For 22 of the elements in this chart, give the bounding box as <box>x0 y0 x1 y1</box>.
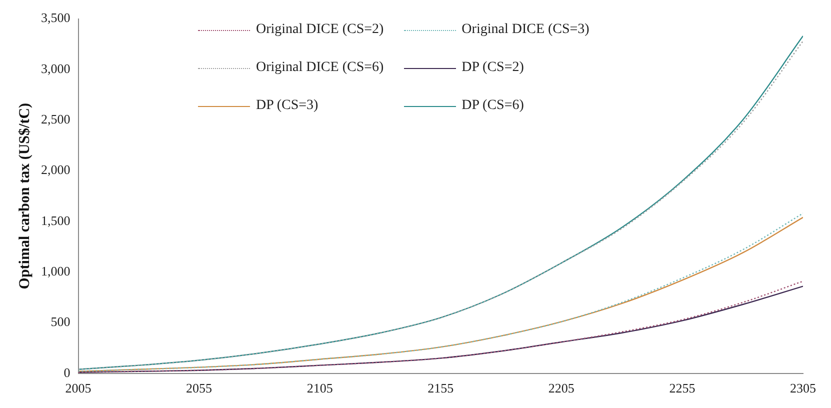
y-tick-label: 1,000 <box>41 264 70 279</box>
y-tick-label: 0 <box>64 364 70 380</box>
x-tick-label: 2055 <box>186 380 212 396</box>
legend-label: Original DICE (CS=6) <box>256 60 384 76</box>
legend-label: Original DICE (CS=3) <box>462 22 590 38</box>
x-tick-label: 2155 <box>428 380 454 396</box>
legend-label: Original DICE (CS=2) <box>256 22 384 38</box>
legend-label: DP (CS=6) <box>462 98 524 114</box>
y-tick-label: 1,500 <box>41 212 70 228</box>
y-tick-label: 500 <box>50 314 70 330</box>
x-tick-label: 2255 <box>669 380 696 396</box>
y-tick-label: 3,000 <box>41 60 70 76</box>
x-tick-label: 2205 <box>548 380 574 396</box>
y-tick-label: 2,000 <box>41 162 70 178</box>
legend-label: DP (CS=2) <box>462 60 524 76</box>
x-tick-label: 2305 <box>790 380 816 396</box>
x-tick-label: 2105 <box>306 380 333 396</box>
y-axis-title: Optimal carbon tax (US$/tC) <box>16 102 33 290</box>
x-tick-label: 2005 <box>65 380 92 396</box>
legend-label: DP (CS=3) <box>256 98 318 114</box>
y-tick-label: 2,500 <box>41 112 70 127</box>
y-tick-label: 3,500 <box>41 10 70 26</box>
